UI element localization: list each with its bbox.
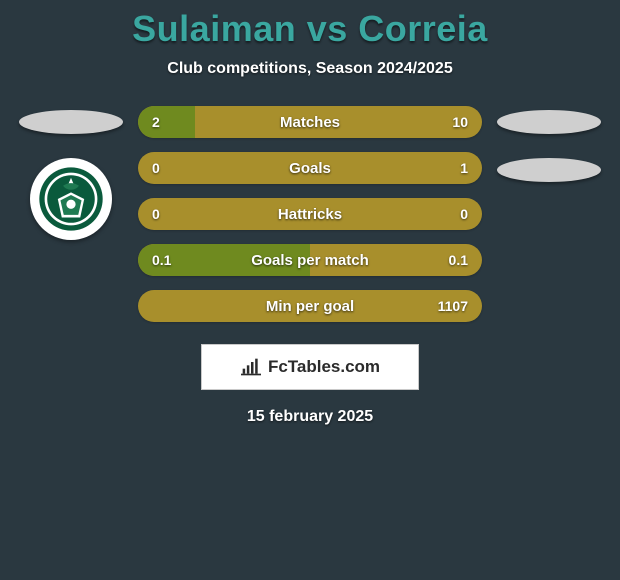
stat-left-value: 0	[138, 206, 192, 222]
stat-right-value: 10	[428, 114, 482, 130]
brand-text: FcTables.com	[268, 357, 380, 377]
page-subtitle: Club competitions, Season 2024/2025	[0, 60, 620, 78]
page-title: Sulaiman vs Correia	[0, 8, 620, 50]
stat-row: 0.1 Goals per match 0.1	[138, 244, 482, 276]
date-text: 15 february 2025	[0, 408, 620, 426]
player-photo-placeholder-right-1	[497, 110, 601, 134]
stat-left-value: 0.1	[138, 252, 192, 268]
stat-label: Goals per match	[192, 252, 428, 269]
club-crest-icon	[38, 166, 104, 232]
brand-badge: FcTables.com	[201, 344, 419, 390]
main-area: 2 Matches 10 0 Goals 1 0 Hattricks 0 0.1…	[0, 106, 620, 322]
stat-right-value: 1	[428, 160, 482, 176]
infographic-root: Sulaiman vs Correia Club competitions, S…	[0, 0, 620, 426]
stat-row: 0 Hattricks 0	[138, 198, 482, 230]
right-side	[494, 106, 604, 182]
player-photo-placeholder-left	[19, 110, 123, 134]
club-badge-left	[30, 158, 112, 240]
stat-right-value: 0	[428, 206, 482, 222]
stat-rows: 2 Matches 10 0 Goals 1 0 Hattricks 0 0.1…	[138, 106, 482, 322]
stat-row: 0 Goals 1	[138, 152, 482, 184]
bar-chart-icon	[240, 357, 262, 377]
stat-label: Hattricks	[192, 206, 428, 223]
stat-label: Matches	[192, 114, 428, 131]
stat-left-value: 2	[138, 114, 192, 130]
stat-right-value: 1107	[428, 298, 482, 314]
stat-left-value: 0	[138, 160, 192, 176]
left-side	[16, 106, 126, 240]
stat-label: Min per goal	[192, 298, 428, 315]
stat-right-value: 0.1	[428, 252, 482, 268]
stat-row: Min per goal 1107	[138, 290, 482, 322]
stat-row: 2 Matches 10	[138, 106, 482, 138]
player-photo-placeholder-right-2	[497, 158, 601, 182]
stat-label: Goals	[192, 160, 428, 177]
